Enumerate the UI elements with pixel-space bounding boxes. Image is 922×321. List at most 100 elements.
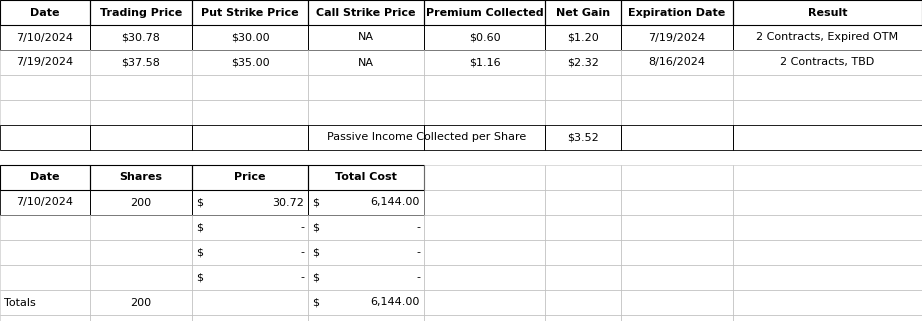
Bar — [621, 290, 733, 315]
Bar — [308, 190, 424, 215]
Text: -: - — [300, 247, 304, 257]
Text: 7/10/2024: 7/10/2024 — [17, 197, 74, 207]
Bar — [0, 125, 90, 150]
Bar — [424, 25, 545, 50]
Bar — [0, 290, 90, 315]
Text: $: $ — [196, 273, 203, 282]
Text: -: - — [416, 273, 420, 282]
Text: Trading Price: Trading Price — [100, 7, 183, 18]
Bar — [90, 265, 192, 290]
Bar — [0, 0, 90, 25]
Text: 7/10/2024: 7/10/2024 — [17, 32, 74, 42]
Bar — [424, 240, 545, 265]
Text: Call Strike Price: Call Strike Price — [316, 7, 416, 18]
Bar — [192, 265, 308, 290]
Bar — [621, 315, 733, 321]
Text: -: - — [416, 247, 420, 257]
Bar — [621, 50, 733, 75]
Bar — [90, 0, 192, 25]
Bar — [308, 25, 424, 50]
Bar — [733, 215, 922, 240]
Bar — [0, 190, 90, 215]
Bar — [733, 0, 922, 25]
Bar — [621, 100, 733, 125]
Bar — [90, 100, 192, 125]
Bar — [733, 125, 922, 150]
Bar — [424, 315, 545, 321]
Bar — [192, 190, 308, 215]
Bar — [0, 240, 90, 265]
Bar — [733, 315, 922, 321]
Bar — [545, 0, 621, 25]
Text: 2 Contracts, Expired OTM: 2 Contracts, Expired OTM — [756, 32, 899, 42]
Text: -: - — [416, 222, 420, 232]
Bar — [192, 240, 308, 265]
Bar — [90, 215, 192, 240]
Text: Totals: Totals — [4, 298, 36, 308]
Bar — [308, 0, 424, 25]
Bar — [424, 265, 545, 290]
Bar — [545, 240, 621, 265]
Text: $37.58: $37.58 — [122, 57, 160, 67]
Bar — [192, 50, 308, 75]
Bar — [308, 50, 424, 75]
Bar — [424, 215, 545, 240]
Bar — [424, 190, 545, 215]
Text: Expiration Date: Expiration Date — [629, 7, 726, 18]
Bar — [90, 75, 192, 100]
Bar — [192, 25, 308, 50]
Bar — [621, 240, 733, 265]
Bar — [308, 215, 424, 240]
Text: Total Cost: Total Cost — [335, 172, 397, 183]
Bar — [192, 75, 308, 100]
Bar — [0, 215, 90, 240]
Text: $: $ — [312, 247, 319, 257]
Text: 7/19/2024: 7/19/2024 — [648, 32, 705, 42]
Bar — [90, 190, 192, 215]
Bar — [192, 125, 308, 150]
Bar — [545, 290, 621, 315]
Text: $30.00: $30.00 — [230, 32, 269, 42]
Bar — [308, 315, 424, 321]
Text: 2 Contracts, TBD: 2 Contracts, TBD — [780, 57, 875, 67]
Bar — [192, 165, 308, 190]
Bar — [0, 265, 90, 290]
Text: $: $ — [196, 247, 203, 257]
Bar — [90, 25, 192, 50]
Bar — [545, 165, 621, 190]
Text: $30.78: $30.78 — [122, 32, 160, 42]
Bar — [733, 25, 922, 50]
Bar — [424, 125, 545, 150]
Text: Price: Price — [234, 172, 266, 183]
Bar — [90, 240, 192, 265]
Text: Passive Income Collected per Share: Passive Income Collected per Share — [327, 133, 526, 143]
Text: 7/19/2024: 7/19/2024 — [17, 57, 74, 67]
Bar — [0, 50, 90, 75]
Bar — [733, 290, 922, 315]
Text: NA: NA — [358, 57, 374, 67]
Bar — [192, 100, 308, 125]
Text: 30.72: 30.72 — [272, 197, 304, 207]
Text: 6,144.00: 6,144.00 — [371, 197, 420, 207]
Text: $35.00: $35.00 — [230, 57, 269, 67]
Text: $: $ — [312, 222, 319, 232]
Bar — [621, 125, 733, 150]
Bar — [308, 100, 424, 125]
Bar — [621, 190, 733, 215]
Bar — [733, 265, 922, 290]
Bar — [545, 315, 621, 321]
Bar — [308, 265, 424, 290]
Text: Shares: Shares — [120, 172, 162, 183]
Bar — [733, 165, 922, 190]
Text: $: $ — [196, 222, 203, 232]
Bar — [621, 265, 733, 290]
Text: Put Strike Price: Put Strike Price — [201, 7, 299, 18]
Text: $3.52: $3.52 — [567, 133, 599, 143]
Text: $1.16: $1.16 — [468, 57, 501, 67]
Bar — [733, 190, 922, 215]
Bar — [90, 50, 192, 75]
Bar — [545, 125, 621, 150]
Text: Date: Date — [30, 172, 60, 183]
Text: -: - — [300, 222, 304, 232]
Bar — [308, 290, 424, 315]
